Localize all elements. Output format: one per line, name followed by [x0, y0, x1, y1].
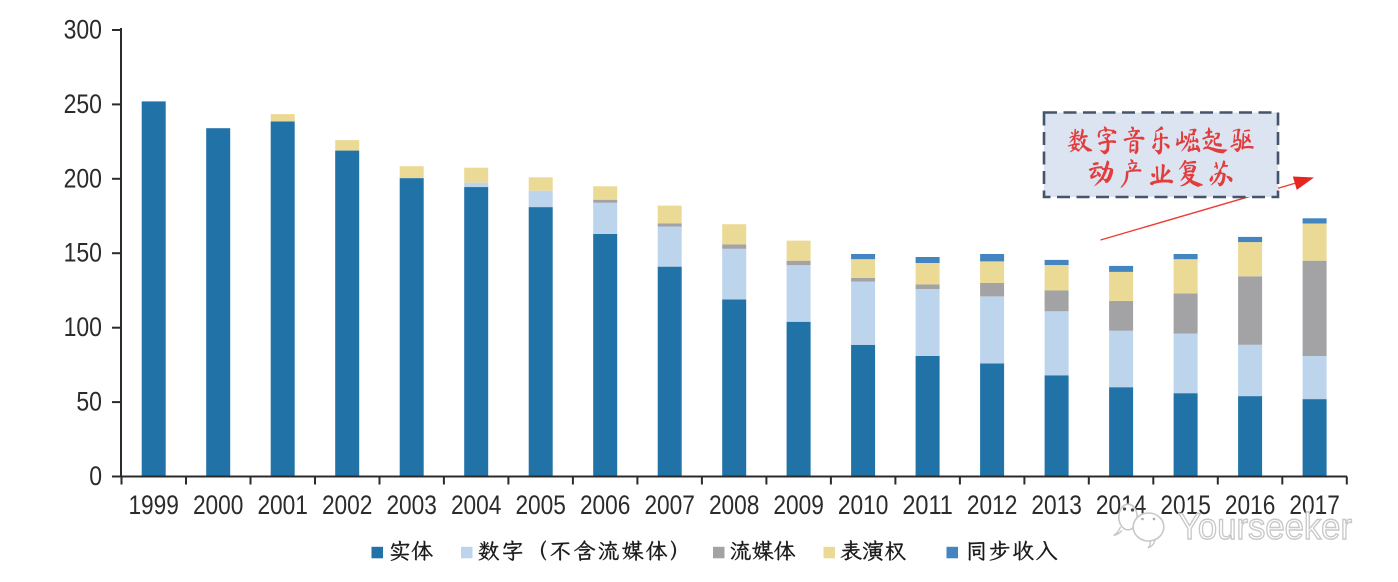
svg-text:250: 250: [64, 89, 102, 119]
svg-text:300: 300: [64, 15, 102, 45]
svg-text:200: 200: [64, 163, 102, 193]
svg-text:2003: 2003: [386, 490, 437, 520]
svg-text:2012: 2012: [967, 490, 1018, 520]
svg-text:Yourseeker: Yourseeker: [1178, 506, 1352, 547]
svg-text:2013: 2013: [1031, 490, 1082, 520]
svg-text:2011: 2011: [902, 490, 953, 520]
svg-text:2016: 2016: [1225, 490, 1276, 520]
svg-text:2000: 2000: [193, 490, 244, 520]
svg-text:2010: 2010: [838, 490, 889, 520]
svg-text:2008: 2008: [709, 490, 760, 520]
svg-text:0: 0: [89, 461, 102, 491]
svg-text:1999: 1999: [128, 490, 179, 520]
svg-text:2017: 2017: [1289, 490, 1340, 520]
svg-text:2001: 2001: [257, 490, 308, 520]
svg-text:2004: 2004: [451, 490, 502, 520]
svg-text:2015: 2015: [1160, 490, 1211, 520]
svg-text:2009: 2009: [773, 490, 824, 520]
svg-text:50: 50: [76, 387, 102, 417]
svg-text:2006: 2006: [580, 490, 631, 520]
svg-text:2002: 2002: [322, 490, 373, 520]
svg-text:2005: 2005: [515, 490, 566, 520]
svg-text:100: 100: [64, 312, 102, 342]
svg-text:150: 150: [64, 238, 102, 268]
svg-text:2007: 2007: [644, 490, 695, 520]
